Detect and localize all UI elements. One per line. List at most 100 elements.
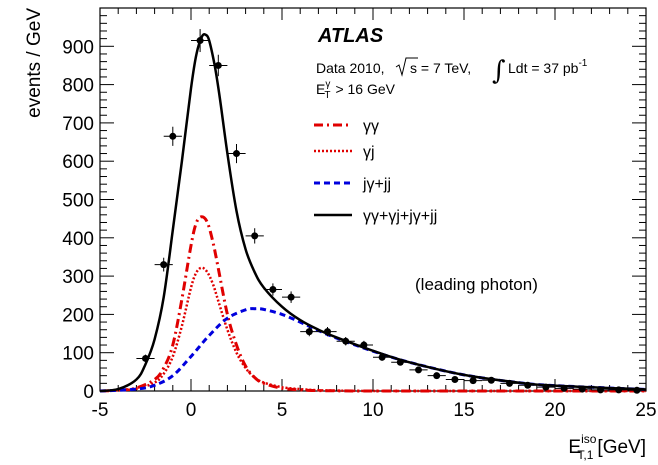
y-tick-label: 800: [62, 76, 94, 97]
data-point: [136, 354, 155, 363]
data-point-marker: [360, 341, 368, 349]
data-point: [154, 257, 173, 272]
data-point-marker: [251, 232, 259, 240]
legend-label: γj: [363, 144, 375, 161]
data-point-marker: [342, 337, 350, 345]
info-line-2: Eγ T > 16 GeV: [316, 79, 396, 101]
data-point-marker: [578, 385, 586, 393]
data-point-marker: [160, 261, 168, 269]
data-point: [282, 291, 301, 303]
data-point: [518, 381, 537, 389]
data-point: [227, 143, 246, 164]
data-point: [336, 336, 355, 346]
data-point: [391, 358, 410, 366]
info-line-2-sub: T: [324, 90, 330, 101]
x-tick-label: 0: [186, 400, 197, 421]
legend-entry-gamma-gamma: γγ: [314, 118, 379, 135]
data-point: [500, 379, 519, 387]
x-tick-label: 25: [635, 400, 656, 421]
x-tick-label: 15: [453, 400, 474, 421]
legend-label: jγ+jj: [362, 176, 391, 193]
y-tick-label: 0: [83, 382, 94, 403]
data-point-marker: [396, 358, 404, 366]
sqrt-symbol-icon: [395, 57, 418, 77]
data-point-marker: [542, 383, 550, 391]
data-point: [482, 376, 501, 384]
y-axis-title: events / GeV: [24, 8, 45, 118]
y-tick-label: 600: [62, 152, 94, 173]
data-point: [464, 377, 483, 385]
data-point-marker: [214, 61, 222, 69]
data-point: [591, 386, 610, 394]
data-point-marker: [324, 328, 331, 336]
data-point-marker: [597, 386, 604, 394]
y-tick-label: 400: [62, 229, 94, 250]
legend-entry-total: γγ+γj+jγ+jj: [314, 208, 437, 225]
atlas-label: ATLAS: [317, 25, 384, 47]
data-point-marker: [305, 328, 313, 336]
x-tick-label: -5: [92, 400, 109, 421]
series-total-line: [99, 33, 647, 393]
annotation-leading-photon: (leading photon): [415, 275, 538, 294]
data-point-marker: [287, 293, 295, 301]
legend-label: γγ: [363, 118, 379, 135]
data-point-marker: [378, 353, 386, 361]
x-axis-title-sup: iso: [581, 432, 597, 446]
info-prefix: Data 2010,: [316, 60, 385, 76]
data-point-marker: [415, 366, 422, 374]
y-tick-label: 700: [62, 114, 94, 135]
info-lumi: Ldt = 37 pb-1: [508, 58, 588, 76]
info-line-1: Data 2010, s = 7 TeV, ∫ Ldt = 37 pb-1: [316, 56, 588, 86]
x-axis-title-unit: [GeV]: [597, 437, 646, 458]
info-line-2-sup: γ: [325, 79, 330, 90]
data-point: [354, 340, 373, 350]
x-axis-title-sub: T,1: [577, 448, 593, 462]
data-point: [300, 327, 319, 337]
y-tick-label: 300: [62, 267, 94, 288]
data-point-marker: [487, 376, 495, 384]
data-point: [318, 327, 337, 337]
data-point: [373, 353, 392, 361]
legend-entry-jet-gamma-plus-jj: jγ+jj: [314, 176, 391, 193]
data-point: [536, 383, 555, 391]
info-lumi-exponent: -1: [578, 58, 587, 69]
y-tick-label: 900: [62, 37, 94, 58]
y-tick-label: 100: [62, 344, 94, 365]
data-point: [163, 126, 182, 146]
integral-symbol-icon: ∫: [492, 56, 506, 86]
data-point-marker: [633, 386, 641, 394]
data-point: [555, 384, 574, 392]
data-point: [263, 283, 282, 296]
data-point-marker: [524, 381, 532, 389]
data-point: [627, 386, 646, 394]
info-line-2-rest: > 16 GeV: [335, 81, 395, 97]
data-point-marker: [469, 377, 477, 385]
data-point-marker: [269, 286, 277, 294]
y-tick-label: 500: [62, 191, 94, 212]
data-point-marker: [451, 376, 459, 384]
data-point: [427, 372, 446, 380]
data-point: [191, 29, 210, 53]
data-point-marker: [506, 379, 513, 387]
data-point: [409, 366, 428, 374]
data-point-marker: [433, 372, 441, 380]
data-point-marker: [615, 386, 623, 394]
data-point: [445, 376, 464, 384]
data-point-marker: [560, 384, 568, 392]
data-point-marker: [233, 150, 240, 158]
data-point: [609, 386, 628, 394]
series-gamma-jet-line: [99, 266, 646, 393]
info-energy: s = 7 TeV,: [410, 60, 471, 76]
legend-entry-gamma-jet: γj: [314, 144, 375, 161]
data-point: [245, 228, 264, 244]
x-tick-label: 10: [362, 400, 383, 421]
x-axis-title: Eiso T,1 [GeV]: [568, 432, 646, 462]
x-axis-title-base: E: [568, 437, 581, 458]
x-tick-label: 20: [544, 400, 565, 421]
data-point: [209, 54, 228, 77]
data-point-marker: [169, 132, 177, 140]
data-point-marker: [196, 37, 204, 45]
legend-label: γγ+γj+jγ+jj: [363, 208, 437, 225]
